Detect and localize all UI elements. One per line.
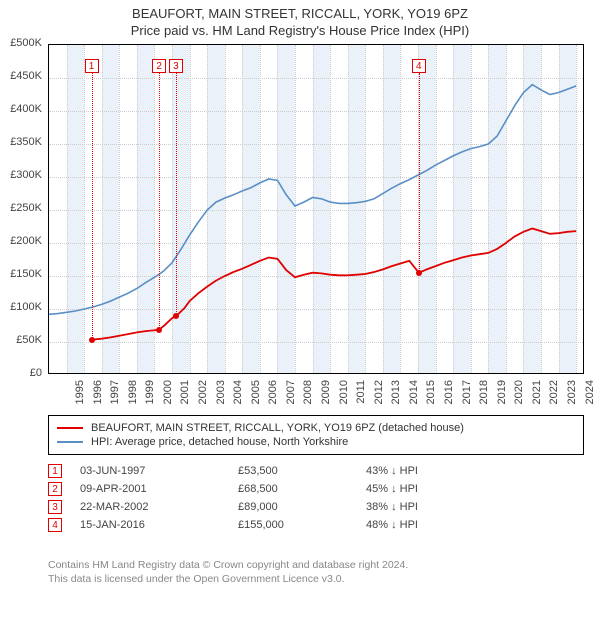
x-axis-label: 2010 — [338, 380, 350, 408]
x-axis-label: 2007 — [285, 380, 297, 408]
sales-row: 3 22-MAR-2002 £89,000 38% ↓ HPI — [48, 498, 486, 516]
sale-marker: 1 — [85, 59, 99, 73]
x-axis-label: 2017 — [461, 380, 473, 408]
x-axis-label: 2004 — [232, 380, 244, 408]
sales-table: 1 03-JUN-1997 £53,500 43% ↓ HPI 2 09-APR-2001… — [48, 462, 486, 534]
series-hpi — [49, 85, 576, 315]
title-subtitle: Price paid vs. HM Land Registry's House … — [0, 23, 600, 38]
sale-point — [416, 270, 422, 276]
y-axis-label: £150K — [0, 268, 42, 280]
sales-row: 4 15-JAN-2016 £155,000 48% ↓ HPI — [48, 516, 486, 534]
sales-row-delta: 45% ↓ HPI — [366, 483, 486, 495]
footer-line1: Contains HM Land Registry data © Crown c… — [48, 558, 408, 572]
x-axis-label: 2015 — [425, 380, 437, 408]
y-axis-label: £0 — [0, 367, 42, 379]
x-axis-label: 2022 — [548, 380, 560, 408]
sales-row-price: £89,000 — [238, 501, 348, 513]
legend-swatch-property — [57, 427, 83, 429]
x-axis-label: 2008 — [302, 380, 314, 408]
x-axis-label: 2005 — [250, 380, 262, 408]
x-axis-label: 2001 — [179, 380, 191, 408]
x-axis-label: 2021 — [531, 380, 543, 408]
chart-plot-area: 1 23 4 — [48, 44, 584, 374]
x-axis-label: 2019 — [496, 380, 508, 408]
sales-row-date: 09-APR-2001 — [80, 483, 220, 495]
x-axis-label: 2006 — [267, 380, 279, 408]
sale-point — [156, 327, 162, 333]
x-axis-label: 2011 — [355, 380, 367, 408]
x-axis-label: 2009 — [320, 380, 332, 408]
sales-row: 1 03-JUN-1997 £53,500 43% ↓ HPI — [48, 462, 486, 480]
y-axis-label: £450K — [0, 70, 42, 82]
x-axis-label: 2023 — [566, 380, 578, 408]
sale-marker-stem — [92, 73, 93, 340]
sale-marker-stem — [159, 73, 160, 330]
y-axis-label: £350K — [0, 136, 42, 148]
footer-attribution: Contains HM Land Registry data © Crown c… — [48, 558, 408, 586]
legend-label-hpi: HPI: Average price, detached house, Nort… — [91, 436, 348, 448]
chart-lines — [49, 45, 585, 375]
x-axis-label: 2020 — [513, 380, 525, 408]
legend-label-property: BEAUFORT, MAIN STREET, RICCALL, YORK, YO… — [91, 422, 464, 434]
sales-row-date: 03-JUN-1997 — [80, 465, 220, 477]
x-axis-label: 2018 — [478, 380, 490, 408]
x-axis-label: 2024 — [584, 380, 596, 408]
x-axis-label: 2013 — [390, 380, 402, 408]
sales-row-delta: 48% ↓ HPI — [366, 519, 486, 531]
x-axis-label: 1997 — [109, 380, 121, 408]
sales-row-marker: 3 — [48, 500, 62, 514]
sales-row-price: £53,500 — [238, 465, 348, 477]
y-axis-label: £250K — [0, 202, 42, 214]
x-axis-label: 2012 — [373, 380, 385, 408]
x-axis-label: 1995 — [74, 380, 86, 408]
sale-point — [89, 337, 95, 343]
y-axis-label: £50K — [0, 334, 42, 346]
sale-point — [173, 313, 179, 319]
sales-row-delta: 38% ↓ HPI — [366, 501, 486, 513]
sale-marker: 3 — [169, 59, 183, 73]
sale-marker-stem — [419, 73, 420, 273]
title-address: BEAUFORT, MAIN STREET, RICCALL, YORK, YO… — [0, 6, 600, 21]
x-axis-label: 2016 — [443, 380, 455, 408]
x-axis-label: 1996 — [92, 380, 104, 408]
sale-marker: 2 — [152, 59, 166, 73]
sales-row-price: £68,500 — [238, 483, 348, 495]
sales-row-price: £155,000 — [238, 519, 348, 531]
series-property — [92, 229, 577, 340]
y-axis-label: £200K — [0, 235, 42, 247]
y-axis-label: £500K — [0, 37, 42, 49]
sales-row-marker: 1 — [48, 464, 62, 478]
x-axis-label: 1998 — [127, 380, 139, 408]
x-axis-label: 2002 — [197, 380, 209, 408]
x-axis-label: 2000 — [162, 380, 174, 408]
x-axis-label: 2014 — [408, 380, 420, 408]
y-axis-label: £400K — [0, 103, 42, 115]
x-axis-label: 1999 — [144, 380, 156, 408]
sales-row-date: 15-JAN-2016 — [80, 519, 220, 531]
sales-row-date: 22-MAR-2002 — [80, 501, 220, 513]
y-axis-label: £300K — [0, 169, 42, 181]
sales-row-marker: 4 — [48, 518, 62, 532]
sales-row-marker: 2 — [48, 482, 62, 496]
legend-swatch-hpi — [57, 441, 83, 443]
sale-marker: 4 — [412, 59, 426, 73]
sale-marker-stem — [176, 73, 177, 316]
footer-line2: This data is licensed under the Open Gov… — [48, 572, 408, 586]
legend-box: BEAUFORT, MAIN STREET, RICCALL, YORK, YO… — [48, 415, 584, 455]
y-axis-label: £100K — [0, 301, 42, 313]
x-axis-label: 2003 — [215, 380, 227, 408]
sales-row: 2 09-APR-2001 £68,500 45% ↓ HPI — [48, 480, 486, 498]
sales-row-delta: 43% ↓ HPI — [366, 465, 486, 477]
